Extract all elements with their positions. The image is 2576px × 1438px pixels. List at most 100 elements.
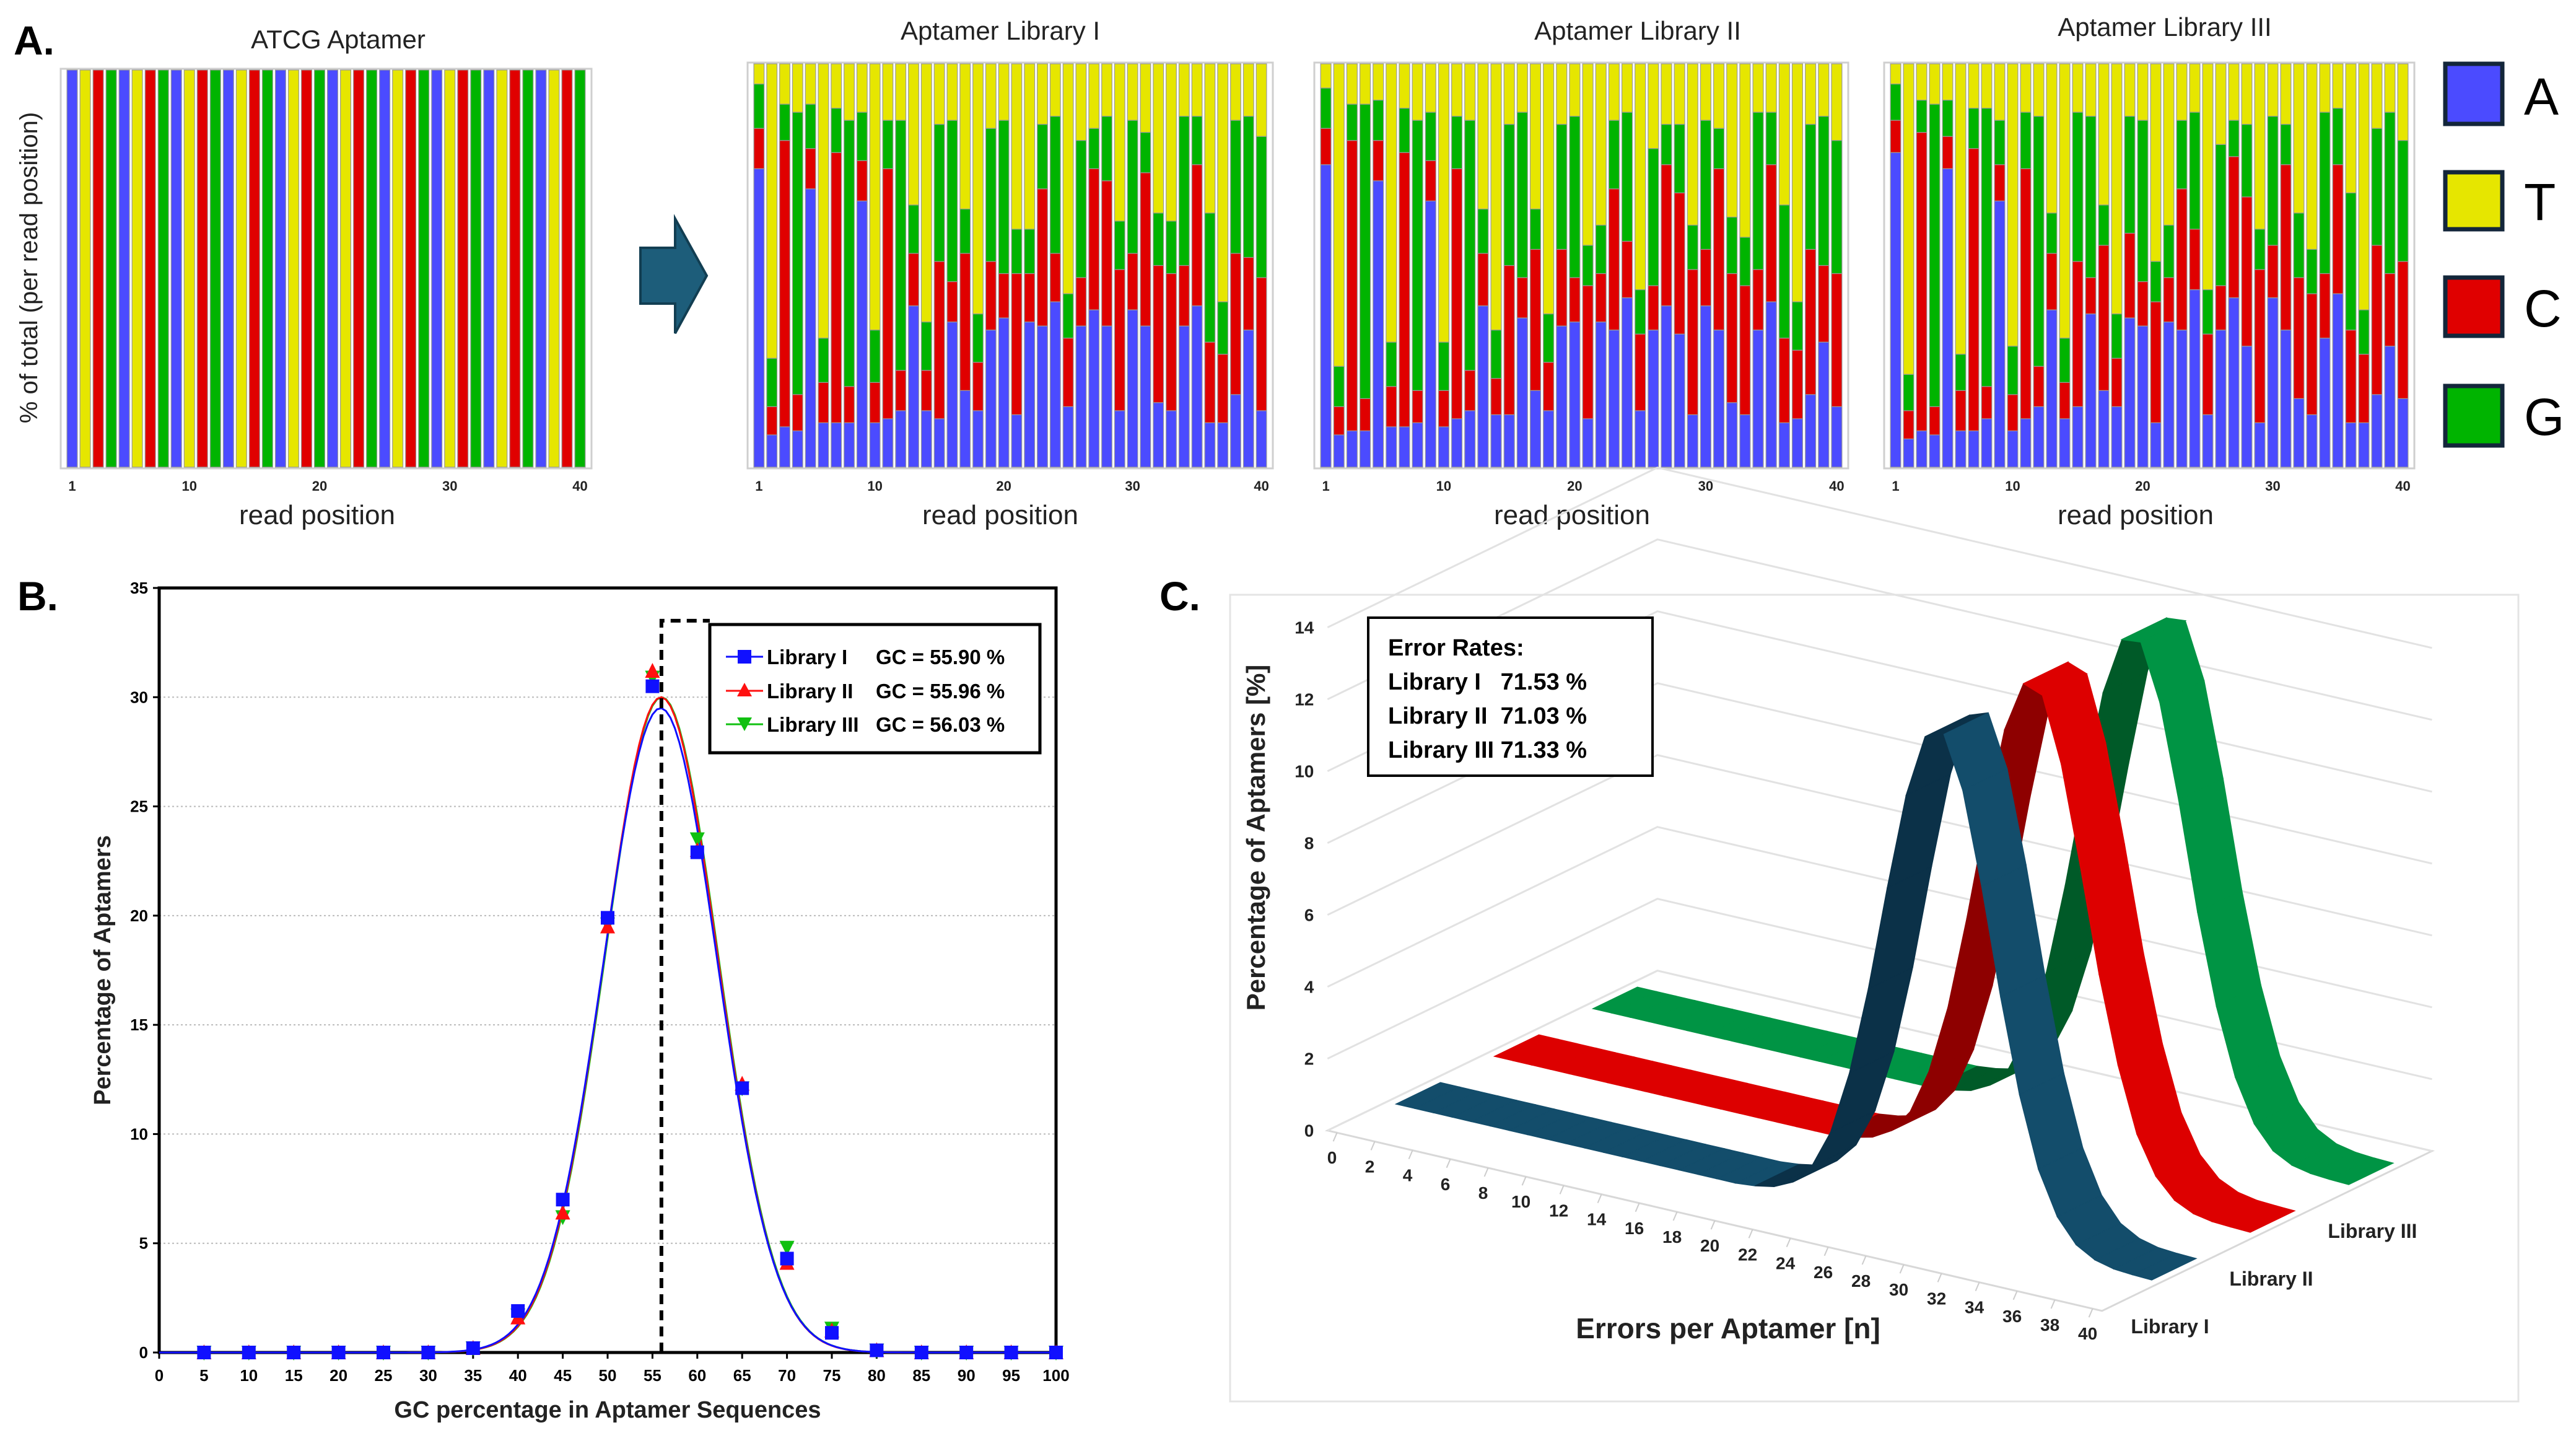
bar-segment-c	[1713, 168, 1725, 331]
x-tick-label: 1	[68, 478, 76, 494]
series-label: Library III	[2328, 1220, 2417, 1242]
bar-segment-t	[287, 69, 299, 468]
bar-segment-g	[2241, 124, 2253, 198]
bar-segment-g	[1062, 293, 1074, 339]
bar-segment-c	[2189, 229, 2201, 291]
bar-segment-t	[2020, 63, 2032, 113]
bar-segment-a	[1075, 325, 1087, 468]
bar-segment-c	[831, 152, 842, 423]
bar-segment-a	[483, 69, 495, 468]
bar-segment-t	[1687, 63, 1698, 226]
bar-segment-c	[2358, 354, 2370, 423]
bar-segment-a	[2358, 422, 2370, 468]
bar-segment-t	[1648, 63, 1659, 149]
bar-segment-a	[1981, 418, 1993, 468]
bar-segment-c	[818, 382, 829, 423]
legend-lib2-gc: GC = 55.96 %	[876, 680, 1005, 703]
bar-segment-g	[1674, 124, 1685, 193]
bar-segment-a	[1386, 426, 1397, 468]
bar-segment-a	[2124, 317, 2136, 468]
bar-segment-a	[1543, 410, 1555, 468]
x-tick-label: 5	[199, 1366, 208, 1385]
x-tick	[1521, 1176, 1527, 1186]
lib2-bars: 1 10 20 30 40	[1313, 61, 1849, 494]
bar-segment-c	[1166, 273, 1177, 411]
bar-segment-g	[1217, 301, 1229, 355]
bar-segment-c	[1700, 248, 1711, 307]
bar-segment-g	[1204, 213, 1216, 343]
bar-segment-c	[1037, 188, 1048, 327]
bar-segment-a	[1752, 330, 1764, 468]
bar-segment-c	[882, 168, 894, 419]
bar-segment-a	[1582, 418, 1594, 468]
bar-segment-t	[792, 63, 803, 113]
bar-segment-a	[1412, 422, 1423, 468]
bar-segment-c	[1412, 390, 1423, 423]
x-tick-label: 40	[1829, 478, 1844, 494]
bar-segment-c	[2202, 333, 2214, 415]
ribbon-segment-1	[2131, 1253, 2198, 1281]
bar-segment-g	[1981, 108, 1993, 387]
bar-segment-t	[2189, 63, 2201, 113]
bar-segment-c	[1595, 273, 1607, 323]
bar-segment-g	[2306, 248, 2318, 294]
bar-segment-c	[1752, 269, 1764, 331]
bar-segment-c	[2254, 269, 2266, 423]
bar-segment-g	[1088, 128, 1100, 169]
bar-segment-t	[2397, 63, 2409, 141]
bar-segment-a	[2202, 414, 2214, 468]
bar-segment-a	[1425, 200, 1436, 468]
bar-segment-c	[2085, 277, 2097, 315]
x-tick-label: 30	[442, 478, 457, 494]
bar-segment-g	[2189, 112, 2201, 230]
bar-segment-c	[2046, 253, 2058, 310]
bar-segment-c	[1359, 398, 1371, 432]
bar-segment-t	[1088, 63, 1100, 129]
x-tick-label: 32	[1927, 1289, 1946, 1308]
bar-segment-c	[920, 370, 932, 411]
bar-segment-c	[1011, 273, 1023, 415]
bar-segment-t	[131, 69, 143, 468]
legend-label-g: G	[2524, 388, 2564, 446]
bar-segment-g	[1635, 289, 1646, 335]
bar-segment-c	[1955, 390, 1967, 432]
bar-segment-c	[2150, 301, 2162, 423]
bar-segment-c	[2137, 281, 2149, 327]
bar-segment-t	[985, 63, 997, 129]
bar-segment-t	[444, 69, 456, 468]
bar-segment-a	[1359, 430, 1371, 468]
bar-segment-g	[2072, 112, 2084, 262]
bar-segment-g	[366, 69, 378, 468]
x-tick-label: 6	[1441, 1175, 1451, 1194]
x-tick-label: 75	[823, 1366, 841, 1385]
bar-segment-g	[1490, 330, 1502, 379]
bar-segment-a	[2228, 297, 2240, 468]
bar-segment-a	[792, 430, 803, 468]
x-tick	[1635, 1203, 1640, 1212]
bar-segment-a	[1674, 333, 1685, 468]
bar-segment-g	[1191, 116, 1203, 165]
bar-segment-c	[869, 382, 881, 423]
bar-segment-g	[805, 103, 816, 149]
bar-segment-a	[2189, 289, 2201, 468]
bar-segment-g	[895, 120, 907, 371]
bar-segment-c	[1438, 390, 1449, 427]
bar-segment-c	[1477, 253, 1489, 307]
x-tick	[1332, 1132, 1338, 1142]
y-tick-label: 4	[1304, 978, 1314, 997]
bar-segment-t	[2280, 63, 2292, 125]
bar-segment-g	[1255, 136, 1267, 278]
bar-segment-t	[1635, 63, 1646, 291]
bar-segment-a	[2293, 398, 2305, 468]
bar-segment-t	[1373, 63, 1384, 101]
lib3-bars: 1 10 20 30 40	[1883, 61, 2416, 494]
series-label: Library I	[2131, 1315, 2209, 1338]
bar-segment-g	[766, 357, 778, 407]
x-tick-label: 36	[2002, 1307, 2022, 1326]
bar-segment-c	[2059, 382, 2071, 419]
bar-segment-t	[1942, 63, 1954, 101]
bar-segment-a	[1621, 297, 1633, 468]
bar-segment-a	[1438, 426, 1449, 468]
bar-segment-c	[1916, 132, 1928, 432]
bar-segment-t	[1024, 63, 1036, 230]
